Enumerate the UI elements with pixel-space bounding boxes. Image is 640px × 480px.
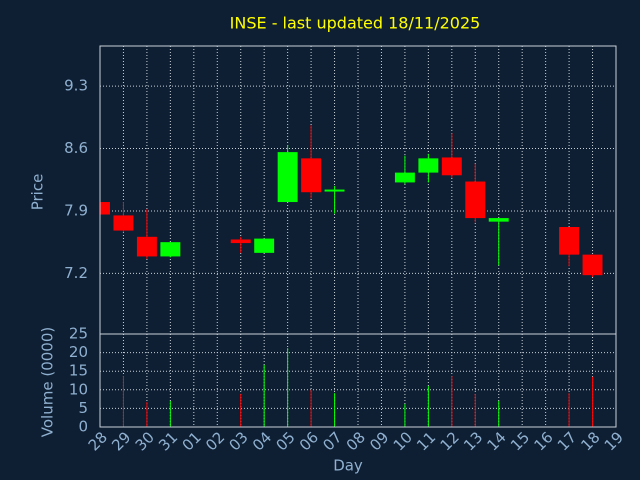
candle-body [582,254,603,276]
y-tick-label: 9.3 [64,77,88,95]
y-tick-label: 8.6 [64,139,88,157]
plot [100,125,603,277]
chart-title: INSE - last updated 18/11/2025 [230,14,481,33]
candle-body [136,236,157,257]
y2-tick-label: 10 [69,380,88,398]
candle-body [324,189,345,192]
y-tick-label: 7.2 [64,264,88,282]
candle-body [418,158,439,173]
y2-axis-label: Volume (0000) [39,327,57,437]
candle-body [113,215,134,231]
candle-body [441,157,462,176]
candle-body [488,218,509,222]
grid [99,46,617,428]
candle-body [230,239,251,244]
candle-body [254,238,275,253]
plot-border [99,45,617,428]
candle-body [301,158,322,193]
y2-tick-label: 20 [69,343,88,361]
y2-tick-label: 5 [78,399,88,417]
x-axis-label: Day [333,457,363,475]
candle-body [277,152,298,203]
candle-body [100,202,110,215]
y2-tick-label: 0 [78,418,88,436]
candle-body [160,242,181,257]
candle-body [465,181,486,219]
y-tick-label: 7.9 [64,201,88,219]
candle-body [394,172,415,183]
candle-body [559,227,580,255]
y2-tick-label: 15 [69,362,88,380]
y2-tick-label: 25 [69,325,88,343]
volume-plot [122,348,594,427]
y-axis-label: Price [29,174,47,211]
